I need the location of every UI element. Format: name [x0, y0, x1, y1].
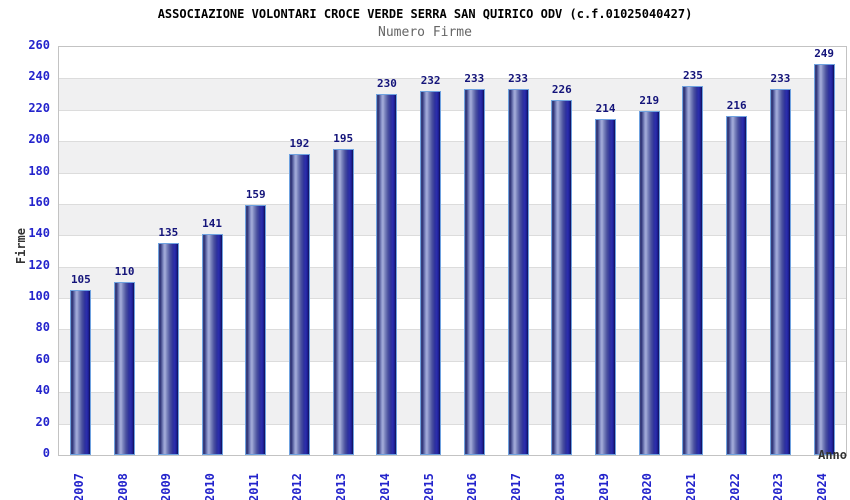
bar-value-label: 110: [114, 265, 135, 279]
bar-2021: [682, 86, 704, 455]
bar-value-label: 159: [245, 188, 266, 202]
y-tick-label: 180: [28, 163, 50, 178]
bar-value-label: 232: [420, 73, 441, 87]
plot-stripe: [59, 109, 846, 141]
bar-2010: [201, 233, 223, 455]
bar-value-label: 249: [814, 47, 835, 61]
x-tick-label-2021: 2021: [683, 473, 698, 500]
bar-value-label: 214: [595, 102, 616, 116]
x-tick-label-2016: 2016: [465, 473, 480, 500]
bar-2014: [376, 94, 398, 455]
x-tick-label-2009: 2009: [159, 473, 174, 500]
plot-stripe: [59, 266, 846, 299]
chart-title: ASSOCIAZIONE VOLONTARI CROCE VERDE SERRA…: [157, 7, 693, 21]
bar-value-label: 105: [70, 273, 91, 287]
plot-stripe: [59, 141, 846, 173]
plot-stripe: [59, 78, 846, 110]
plot-stripe: [59, 172, 846, 204]
y-tick-label: 0: [42, 446, 50, 460]
bar-2012: [288, 153, 310, 455]
x-tick-label-2011: 2011: [246, 473, 261, 500]
y-tick-label: 80: [35, 320, 50, 335]
bar-value-label: 141: [202, 216, 222, 230]
y-tick-label: 160: [28, 194, 50, 209]
chart-subtitle: Numero Firme: [378, 25, 472, 40]
x-tick-label-2017: 2017: [509, 473, 524, 500]
bar-value-label: 219: [639, 94, 660, 108]
x-tick-label-2015: 2015: [421, 473, 436, 500]
y-tick-label: 200: [28, 132, 50, 147]
x-tick-label-2008: 2008: [115, 473, 130, 500]
x-axis-label: Anno: [818, 448, 847, 462]
bar-2016: [463, 89, 485, 455]
plot-stripe: [59, 423, 846, 455]
bar-value-label: 233: [464, 72, 485, 86]
bar-2017: [507, 89, 529, 455]
y-tick-label: 100: [28, 289, 50, 304]
y-tick-label: 220: [28, 100, 50, 115]
bar-2015: [420, 90, 442, 455]
y-tick-label: 240: [28, 69, 50, 84]
x-tick-label-2014: 2014: [377, 473, 392, 500]
y-tick-label: 260: [28, 38, 50, 52]
plot-stripe: [59, 298, 846, 329]
bar-2022: [726, 116, 748, 455]
y-tick-label: 40: [35, 383, 50, 398]
bar-value-label: 216: [726, 99, 747, 113]
bar-value-label: 230: [376, 77, 397, 91]
bar-2008: [114, 282, 136, 455]
x-tick-label-2007: 2007: [71, 473, 86, 500]
bar-2019: [595, 119, 617, 455]
x-tick-label-2018: 2018: [552, 473, 567, 500]
bar-value-label: 233: [770, 72, 791, 86]
bar-2007: [70, 290, 92, 455]
x-tick-label-2012: 2012: [290, 473, 305, 500]
x-tick-label-2019: 2019: [596, 473, 611, 500]
y-tick-label: 20: [35, 414, 50, 429]
bar-value-label: 135: [158, 226, 179, 240]
plot-stripe: [59, 329, 846, 361]
x-tick-label-2010: 2010: [203, 473, 218, 500]
plot-stripe: [59, 392, 846, 424]
bar-2023: [769, 89, 791, 455]
bar-value-label: 233: [508, 72, 529, 86]
bar-value-label: 235: [683, 69, 703, 83]
plot-stripe: [59, 235, 846, 266]
bar-2009: [157, 243, 179, 455]
y-tick-label: 140: [28, 226, 50, 241]
plot-stripe: [59, 360, 846, 392]
bar-2013: [332, 149, 354, 455]
x-tick-label-2022: 2022: [727, 473, 742, 500]
x-tick-label-2023: 2023: [771, 473, 786, 500]
x-tick-label-2020: 2020: [640, 473, 655, 500]
bar-2011: [245, 205, 267, 455]
bar-2020: [638, 111, 660, 455]
bar-value-label: 195: [333, 132, 354, 145]
x-tick-label-2013: 2013: [334, 473, 349, 500]
y-tick-label: 60: [35, 351, 50, 366]
bar-2024: [813, 64, 835, 455]
x-tick-label-2024: 2024: [815, 473, 830, 500]
plot-stripe: [59, 203, 846, 236]
bar-value-label: 192: [289, 136, 310, 150]
plot-area: 105 110 135 141 159 192 195 230 232 233 233 226 214 2…: [58, 46, 847, 456]
bar-value-label: 226: [551, 83, 572, 97]
bar-2018: [551, 100, 573, 455]
y-tick-label: 120: [28, 257, 50, 272]
